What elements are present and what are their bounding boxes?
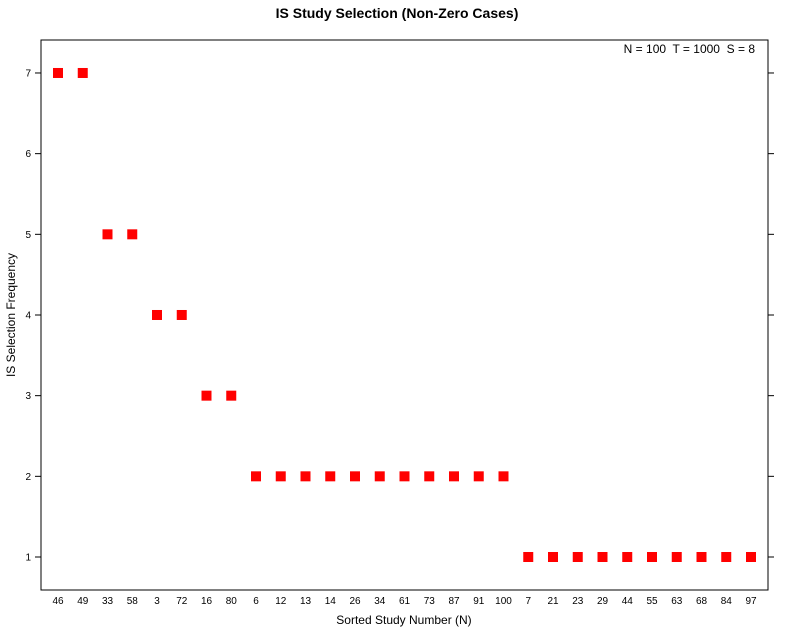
x-tick-label: 6: [253, 596, 259, 607]
y-axis: 1 2 3 4 5 6 7: [25, 68, 774, 564]
x-axis-label: Sorted Study Number (N): [336, 613, 471, 627]
data-point: [226, 390, 237, 401]
x-tick-label: 80: [226, 596, 238, 607]
data-point: [424, 471, 435, 482]
data-point: [548, 552, 558, 562]
data-point: [102, 229, 113, 240]
x-tick-label: 34: [374, 596, 386, 607]
data-point: [300, 471, 311, 482]
x-tick-label: 73: [424, 596, 436, 607]
x-tick-label: 91: [473, 596, 485, 607]
x-tick-label: 16: [201, 596, 213, 607]
y-tick-label: 7: [25, 68, 31, 79]
chart-annotation: N = 100 T = 1000 S = 8: [624, 42, 756, 56]
y-tick-label: 3: [25, 391, 31, 402]
data-point: [696, 552, 707, 562]
x-tick-label: 23: [572, 596, 584, 607]
x-tick-label: 44: [622, 596, 634, 607]
data-point: [251, 471, 261, 482]
x-tick-label: 7: [525, 596, 531, 607]
x-tick-label: 26: [349, 596, 361, 607]
data-point: [746, 552, 756, 562]
x-tick-label: 49: [77, 596, 89, 607]
chart-title: IS Study Selection (Non-Zero Cases): [276, 5, 519, 21]
y-tick-label: 1: [25, 553, 31, 564]
data-point: [671, 552, 682, 562]
data-point: [449, 471, 459, 482]
data-point: [399, 471, 410, 482]
x-tick-label: 21: [547, 596, 559, 607]
data-points: [53, 67, 756, 562]
data-point: [176, 309, 187, 320]
x-tick-label: 58: [127, 596, 139, 607]
data-point: [127, 229, 138, 240]
data-point: [152, 309, 162, 320]
y-tick-label: 2: [25, 472, 31, 483]
data-point: [523, 552, 534, 562]
x-tick-label: 46: [52, 596, 64, 607]
x-axis: 46 49 33 58 3 72 16 80 6 12 13 14 26 34 61 73 87 91 100 7 21…: [52, 596, 757, 607]
y-tick-label: 6: [25, 149, 31, 160]
x-tick-label: 97: [745, 596, 757, 607]
x-tick-label: 68: [696, 596, 708, 607]
x-tick-label: 12: [275, 596, 287, 607]
data-point: [77, 67, 88, 78]
y-tick-label: 5: [25, 230, 31, 241]
data-point: [325, 471, 336, 482]
data-point: [721, 552, 732, 562]
x-tick-label: 72: [176, 596, 188, 607]
data-point: [647, 552, 657, 562]
x-tick-label: 61: [399, 596, 411, 607]
data-point: [473, 471, 484, 482]
data-point: [572, 552, 583, 562]
data-point: [350, 471, 360, 482]
y-tick-label: 4: [25, 310, 31, 321]
plot-frame: [40, 39, 769, 591]
x-tick-label: 63: [671, 596, 683, 607]
data-point: [374, 471, 385, 482]
x-tick-label: 100: [495, 596, 512, 607]
data-point: [597, 552, 608, 562]
x-tick-label: 84: [721, 596, 733, 607]
data-point: [498, 471, 509, 482]
x-tick-label: 13: [300, 596, 312, 607]
y-axis-label: IS Selection Frequency: [4, 253, 18, 377]
x-tick-label: 3: [154, 596, 160, 607]
x-tick-label: 87: [448, 596, 460, 607]
x-tick-label: 14: [325, 596, 337, 607]
data-point: [275, 471, 286, 482]
data-point: [53, 67, 63, 78]
data-point: [201, 390, 212, 401]
data-point: [622, 552, 633, 562]
x-tick-label: 55: [646, 596, 658, 607]
x-tick-label: 33: [102, 596, 114, 607]
x-tick-label: 29: [597, 596, 609, 607]
